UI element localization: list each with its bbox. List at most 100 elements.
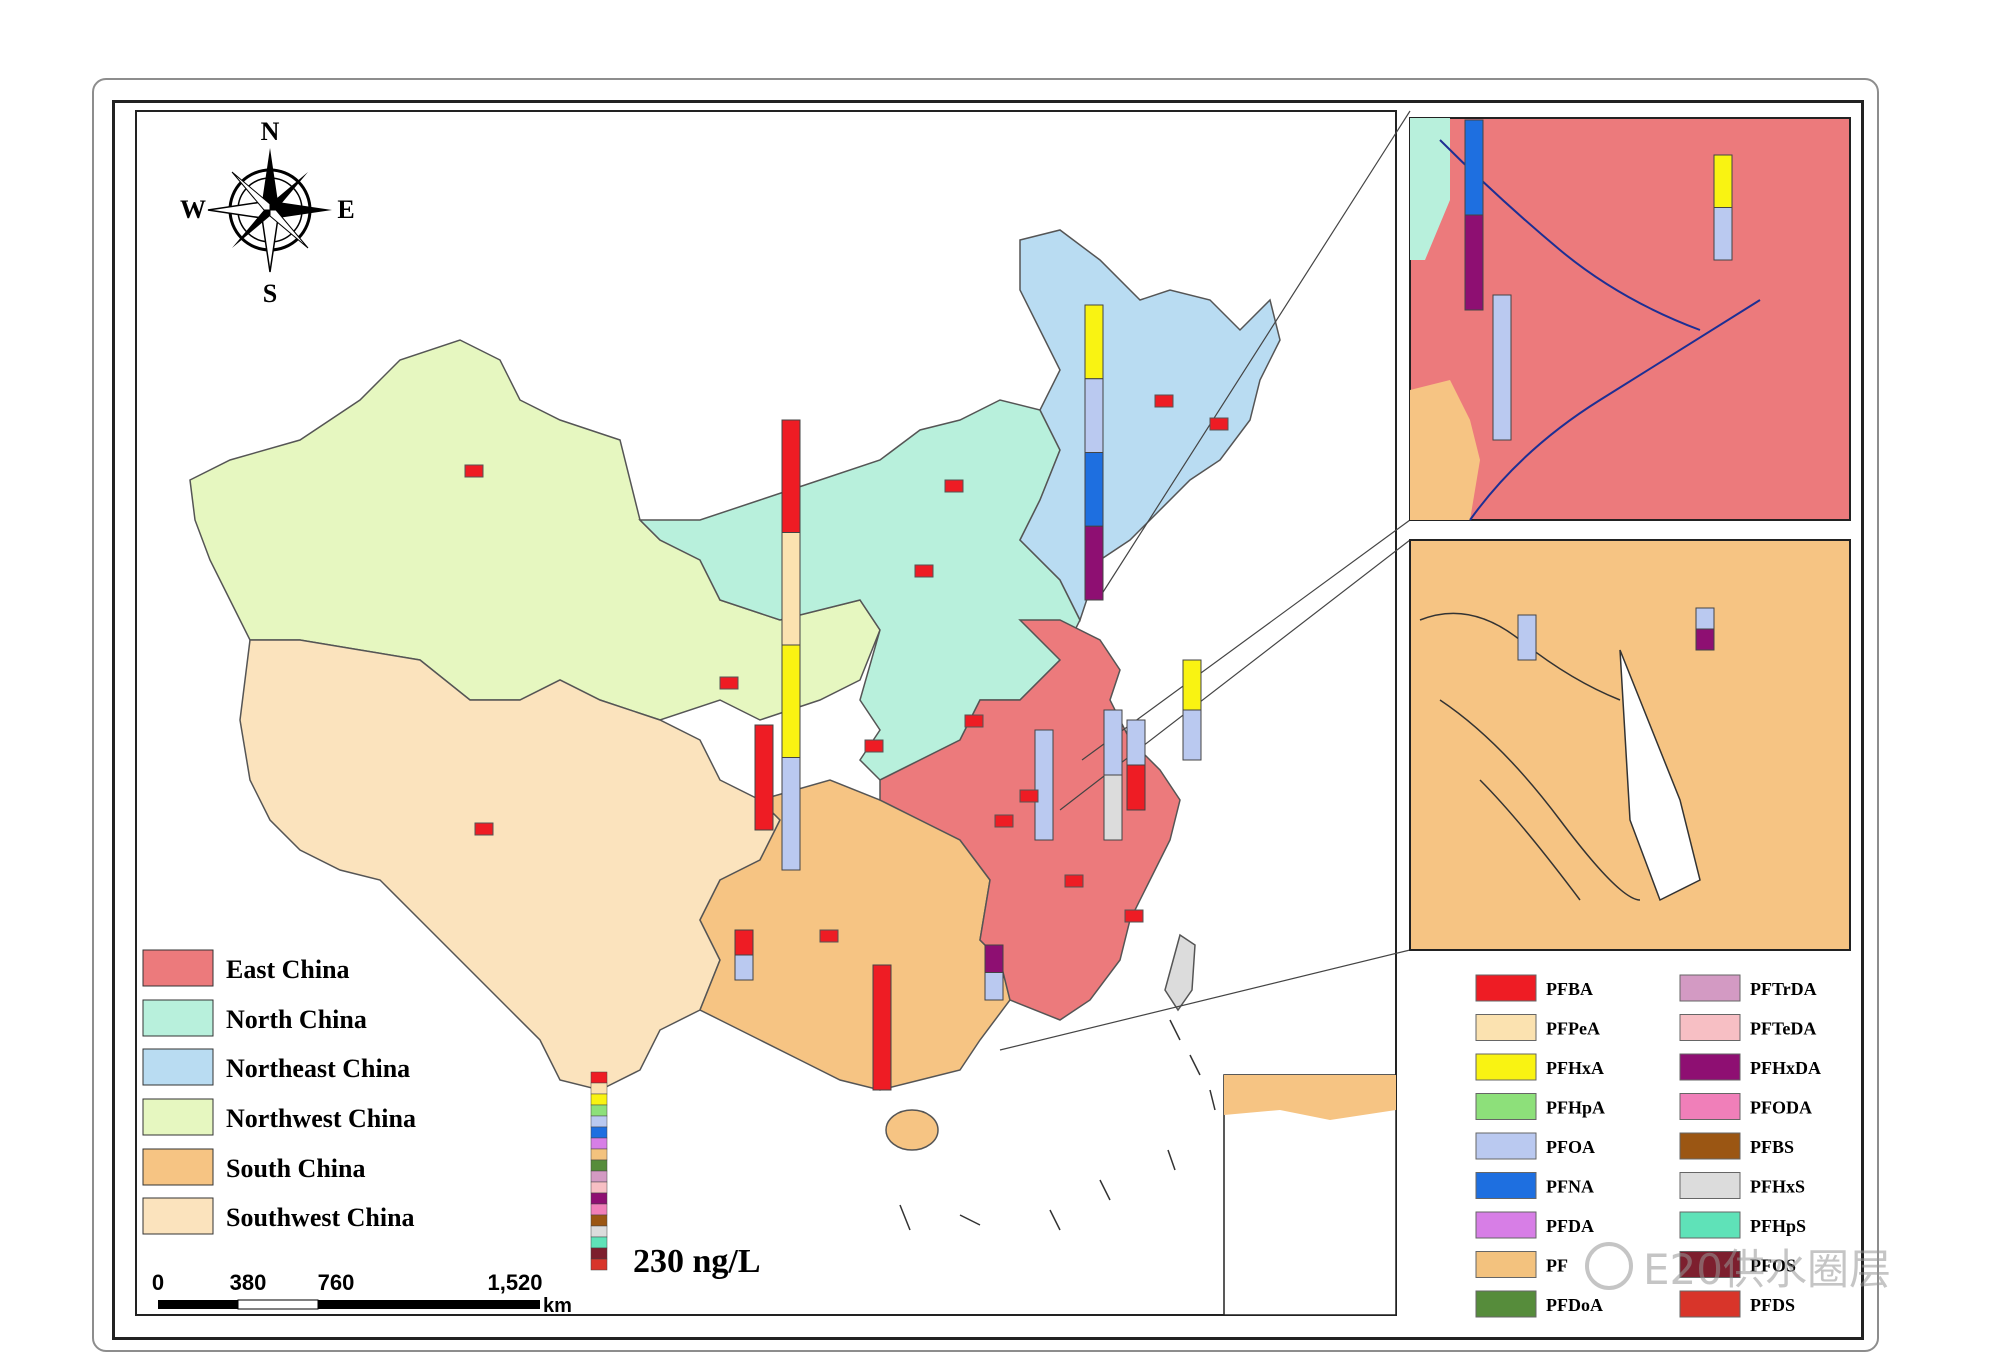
compound-legend: PFBA PFPeA PFHxA PFHpA PFOA PFNA PFDA PF PFDoA PF… <box>1475 974 1821 1318</box>
site-bar-6-segment-pfba <box>754 724 774 831</box>
site-bar-2-segment-pfhxda <box>1464 214 1484 311</box>
site-bar-2-segment-pfna <box>1464 119 1484 216</box>
watermark-text: E20供水圈层 <box>1643 1244 1891 1294</box>
site-marker-6 <box>474 822 494 836</box>
site-bar-0-segment-pfoa <box>781 757 801 871</box>
figure-outer-frame <box>92 78 1879 1352</box>
legend-label-pfds: PFDS <box>1750 1295 1795 1315</box>
legend-swatch-pfhps <box>1679 1211 1741 1239</box>
site-marker-13 <box>1019 789 1039 803</box>
legend-label-pfhxda: PFHxDA <box>1750 1058 1821 1078</box>
legend-label-pfteda: PFTeDA <box>1750 1019 1816 1039</box>
legend-swatch-northwest-china <box>142 1098 214 1136</box>
legend-label-pfhxs: PFHxS <box>1750 1177 1805 1197</box>
site-marker-0 <box>464 464 484 478</box>
scale-tick-0: 0 <box>152 1270 164 1295</box>
legend-swatch-pfba <box>1475 974 1537 1002</box>
site-marker-9 <box>1064 874 1084 888</box>
site-bar-14-segment-pfoa <box>984 972 1004 1001</box>
site-bar-5-segment-pfoa <box>1182 709 1202 761</box>
legend-swatch-pfpea <box>1475 1014 1537 1041</box>
region-legend: East China North China Northeast China N… <box>142 949 416 1235</box>
compass-north-label: N <box>261 117 280 146</box>
hainan-island <box>885 1109 939 1151</box>
legend-label-pfhpa: PFHpA <box>1546 1098 1605 1118</box>
concentration-scale-bar <box>590 1071 608 1271</box>
site-bar-9-segment-pfoa <box>734 954 754 981</box>
legend-swatch-pfdoa <box>1475 1290 1537 1318</box>
legend-label-southwest-china: Southwest China <box>226 1203 415 1232</box>
legend-label-pf: PF <box>1546 1256 1568 1276</box>
scale-segment-pfoda <box>590 1203 608 1216</box>
scale-segment-pfds <box>590 1258 608 1271</box>
scale-segment-pfba <box>590 1071 608 1084</box>
inset2-estuary <box>1619 649 1701 902</box>
scale-tick-760: 760 <box>318 1270 355 1295</box>
legend-swatch-pfda <box>1475 1211 1537 1239</box>
concentration-bars <box>464 119 1733 1091</box>
site-bar-11-segment-pfoa <box>1695 607 1715 630</box>
legend-label-east-china: East China <box>226 955 350 984</box>
scale-segment-pfteda <box>590 1181 608 1194</box>
site-bar-14-segment-pfhxda <box>984 944 1004 973</box>
site-marker-10 <box>864 739 884 753</box>
scale-segment-pfpea <box>590 1082 608 1095</box>
scale-segment-pfhps <box>590 1236 608 1249</box>
site-bar-3-segment-pfoa <box>1492 294 1512 441</box>
scale-unit-label: km <box>543 1295 572 1317</box>
site-bar-9-segment-pfba <box>734 929 754 956</box>
legend-label-pfoa: PFOA <box>1546 1137 1595 1157</box>
wechat-logo-icon <box>1585 1242 1633 1290</box>
legend-swatch-pfbs <box>1679 1132 1741 1160</box>
legend-swatch-pfds <box>1679 1290 1741 1318</box>
legend-label-pfhxa: PFHxA <box>1546 1058 1604 1078</box>
site-marker-2 <box>1154 394 1174 408</box>
scale-segment-pfna <box>590 1126 608 1139</box>
site-marker-3 <box>1209 417 1229 431</box>
site-marker-1 <box>719 676 739 690</box>
scs-inset-coast <box>1224 1075 1396 1120</box>
compass-east-label: E <box>337 195 354 224</box>
legend-swatch-southwest-china <box>142 1197 214 1235</box>
site-bar-13-segment-pfoa <box>1126 719 1146 766</box>
site-bar-1-segment-pfoa <box>1084 378 1104 453</box>
watermark: E20供水圈层 <box>1585 1236 1985 1296</box>
scale-segment-pfbs <box>590 1214 608 1227</box>
scale-tick-380: 380 <box>230 1270 267 1295</box>
legend-swatch-east-china <box>142 949 214 987</box>
site-marker-11 <box>964 714 984 728</box>
legend-label-pfpea: PFPeA <box>1546 1019 1600 1039</box>
scale-segment-pfdoa <box>590 1159 608 1172</box>
site-bar-0-segment-pfba <box>781 419 801 533</box>
scale-tick-1520: 1,520 <box>487 1270 542 1295</box>
legend-swatch-pfhpa <box>1475 1093 1537 1120</box>
site-bar-8-segment-pfba <box>872 964 892 1091</box>
legend-swatch-pfhxa <box>1475 1053 1537 1081</box>
legend-label-pfba: PFBA <box>1546 979 1593 999</box>
legend-label-pfbs: PFBS <box>1750 1137 1794 1157</box>
site-bar-1-segment-pfhxa <box>1084 304 1104 380</box>
legend-swatch-pfhxda <box>1679 1053 1741 1081</box>
site-marker-4 <box>914 564 934 578</box>
site-bar-13-segment-pfba <box>1126 764 1146 811</box>
distance-scale-bar: 0 380 760 1,520 km <box>152 1270 572 1317</box>
compass-rose-icon <box>207 148 332 273</box>
scale-segment-pf <box>590 1148 608 1161</box>
legend-label-north-china: North China <box>226 1005 367 1034</box>
site-marker-7 <box>819 929 839 943</box>
site-bar-12-segment-pfoa <box>1103 709 1123 776</box>
compass-south-label: S <box>263 279 277 308</box>
site-bar-0-segment-pfpea <box>781 532 801 646</box>
legend-label-pftrda: PFTrDA <box>1750 979 1817 999</box>
site-bar-10-segment-pfoa <box>1517 614 1537 661</box>
site-marker-8 <box>994 814 1014 828</box>
legend-swatch-pfteda <box>1679 1014 1741 1041</box>
site-bar-7-segment-pfoa <box>1034 729 1054 841</box>
legend-label-pfna: PFNA <box>1546 1177 1594 1197</box>
legend-label-northwest-china: Northwest China <box>226 1104 416 1133</box>
legend-swatch-pfoa <box>1475 1132 1537 1160</box>
scale-segment-pftrda <box>590 1170 608 1183</box>
scale-segment-pfda <box>590 1137 608 1150</box>
site-marker-5 <box>944 479 964 493</box>
